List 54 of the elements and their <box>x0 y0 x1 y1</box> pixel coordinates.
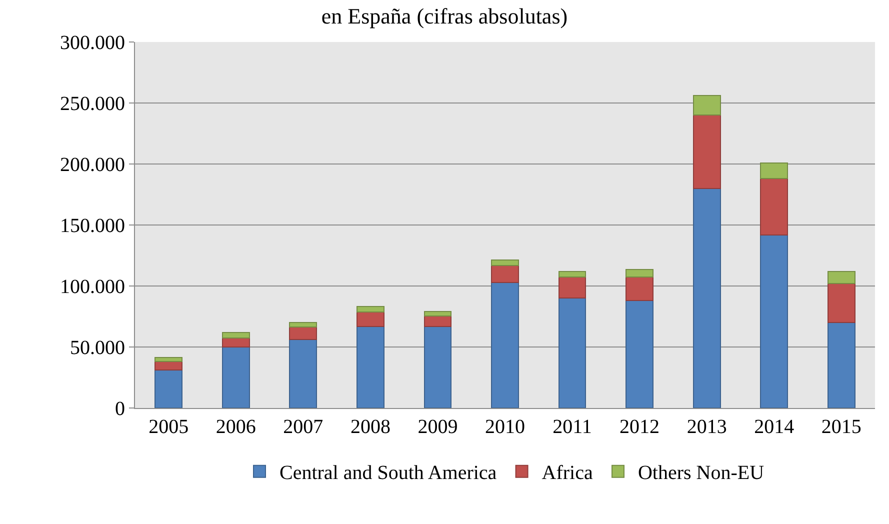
bar <box>760 178 788 236</box>
y-tick-label: 250.000 <box>60 93 125 115</box>
x-tick-label: 2015 <box>821 416 862 438</box>
bar <box>491 259 519 266</box>
y-tick-label: 200.000 <box>60 154 125 176</box>
y-tick-label: 150.000 <box>60 215 125 237</box>
bar <box>289 339 318 408</box>
bar <box>827 283 856 324</box>
legend-label: Africa <box>542 462 593 484</box>
y-tick-label: 300.000 <box>60 32 125 54</box>
x-tick-label: 2010 <box>485 416 525 438</box>
bar <box>827 270 856 284</box>
legend-label: Others Non-EU <box>638 462 765 484</box>
bar <box>424 315 452 327</box>
bar <box>222 346 250 408</box>
bar <box>491 282 519 408</box>
bar <box>222 332 250 338</box>
x-tick-label: 2009 <box>418 416 458 438</box>
bar <box>692 114 721 189</box>
bar <box>760 234 788 408</box>
x-tick-label: 2013 <box>686 416 727 438</box>
bar <box>558 298 586 408</box>
chart-title: en España (cifras absolutas) <box>321 3 568 28</box>
bar <box>692 95 721 116</box>
bar <box>154 370 183 408</box>
bar <box>154 361 183 371</box>
bar <box>491 264 519 283</box>
x-tick-label: 2007 <box>283 416 324 438</box>
bar <box>692 188 721 408</box>
x-tick-label: 2005 <box>148 416 189 438</box>
y-tick-label: 50.000 <box>70 337 125 359</box>
x-tick-label: 2011 <box>552 416 592 438</box>
legend-label: Central and South America <box>280 462 497 484</box>
bar <box>154 356 183 362</box>
bar <box>356 312 384 327</box>
bar <box>626 276 654 302</box>
y-tick-label: 100.000 <box>60 276 125 298</box>
x-tick-label: 2012 <box>620 416 660 438</box>
bar <box>289 326 318 340</box>
y-tick-label: 0 <box>115 398 125 420</box>
bar <box>424 311 452 316</box>
bar <box>626 300 654 408</box>
x-tick-label: 2008 <box>350 416 390 438</box>
bar <box>760 162 788 180</box>
bar <box>626 269 654 278</box>
bar <box>558 270 586 278</box>
bar <box>356 306 384 313</box>
x-tick-label: 2014 <box>754 416 794 438</box>
x-tick-label: 2006 <box>216 416 256 438</box>
bar <box>424 326 452 408</box>
bar <box>289 322 318 328</box>
bar <box>827 322 856 408</box>
bar <box>558 276 586 299</box>
bar <box>356 326 384 408</box>
